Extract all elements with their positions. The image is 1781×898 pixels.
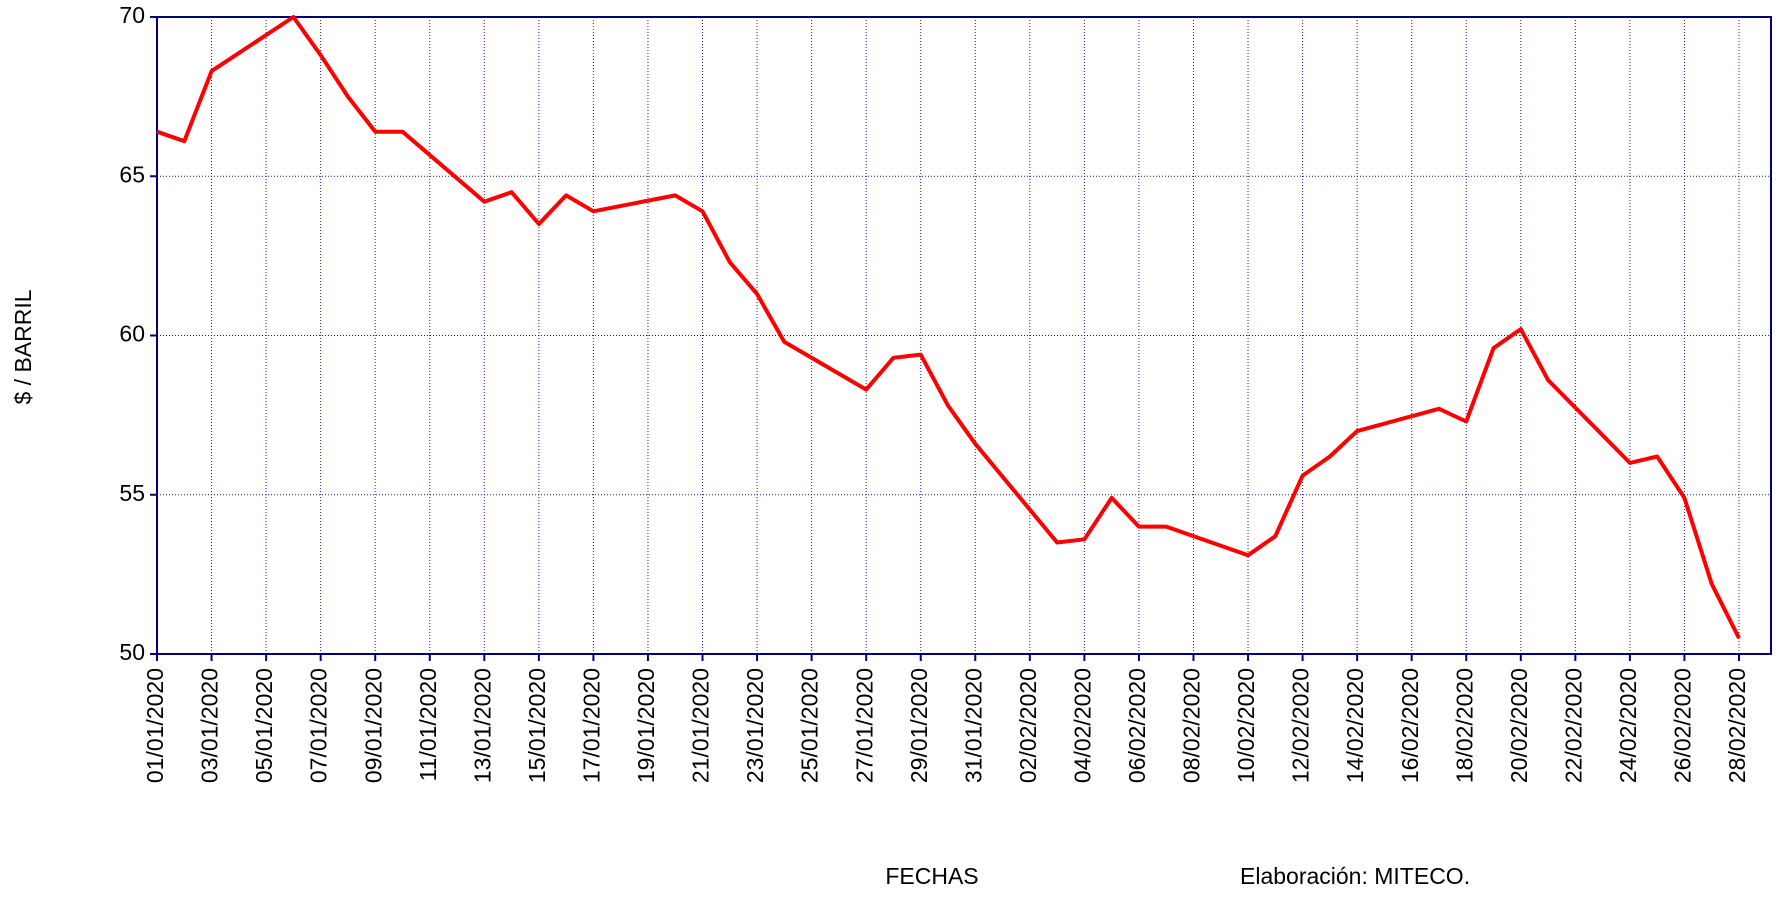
x-tick-label: 13/01/2020	[469, 668, 495, 783]
data-line	[156, 15, 1741, 639]
plot-frame	[156, 16, 1772, 655]
y-tick-label: 55	[119, 480, 145, 506]
x-tick-label: 17/01/2020	[578, 668, 604, 783]
x-tick-label: 20/02/2020	[1506, 668, 1532, 783]
y-tick-label: 60	[119, 321, 145, 347]
x-tick-label: 08/02/2020	[1179, 668, 1205, 783]
x-tick-label: 23/01/2020	[742, 668, 768, 783]
x-tick-label: 27/01/2020	[851, 668, 877, 783]
x-axis-label: FECHAS	[885, 863, 978, 889]
x-tick-label: 18/02/2020	[1451, 668, 1477, 783]
x-tick-label: 16/02/2020	[1397, 668, 1423, 783]
y-axis-label: $ / BARRIL	[10, 289, 36, 404]
x-tick-label: 28/02/2020	[1724, 668, 1750, 783]
x-tick-label: 31/01/2020	[960, 668, 986, 783]
x-tick-label: 07/01/2020	[306, 668, 332, 783]
x-tick-label: 15/01/2020	[524, 668, 550, 783]
x-tick-label: 10/02/2020	[1233, 668, 1259, 783]
y-tick-label: 50	[119, 639, 145, 665]
x-tick-label: 04/02/2020	[1069, 668, 1095, 783]
x-tick-label: 05/01/2020	[251, 668, 277, 783]
x-tick-label: 01/01/2020	[142, 668, 168, 783]
x-tick-label: 21/01/2020	[688, 668, 714, 783]
y-tick-label: 65	[119, 161, 145, 187]
x-tick-label: 12/02/2020	[1288, 668, 1314, 783]
x-tick-label: 24/02/2020	[1615, 668, 1641, 783]
x-tick-label: 11/01/2020	[415, 668, 441, 781]
x-tick-label: 25/01/2020	[797, 668, 823, 783]
x-tick-label: 03/01/2020	[197, 668, 223, 783]
x-tick-label: 29/01/2020	[906, 668, 932, 783]
x-tick-label: 19/01/2020	[633, 668, 659, 783]
x-tick-label: 22/02/2020	[1560, 668, 1586, 783]
note: Elaboración: MITECO.	[1240, 863, 1470, 889]
x-tick-label: 14/02/2020	[1342, 668, 1368, 783]
x-tick-label: 06/02/2020	[1124, 668, 1150, 783]
x-tick-label: 02/02/2020	[1015, 668, 1041, 783]
x-tick-label: 09/01/2020	[360, 668, 386, 783]
x-tick-label: 26/02/2020	[1670, 668, 1696, 783]
y-tick-label: 70	[119, 2, 145, 28]
